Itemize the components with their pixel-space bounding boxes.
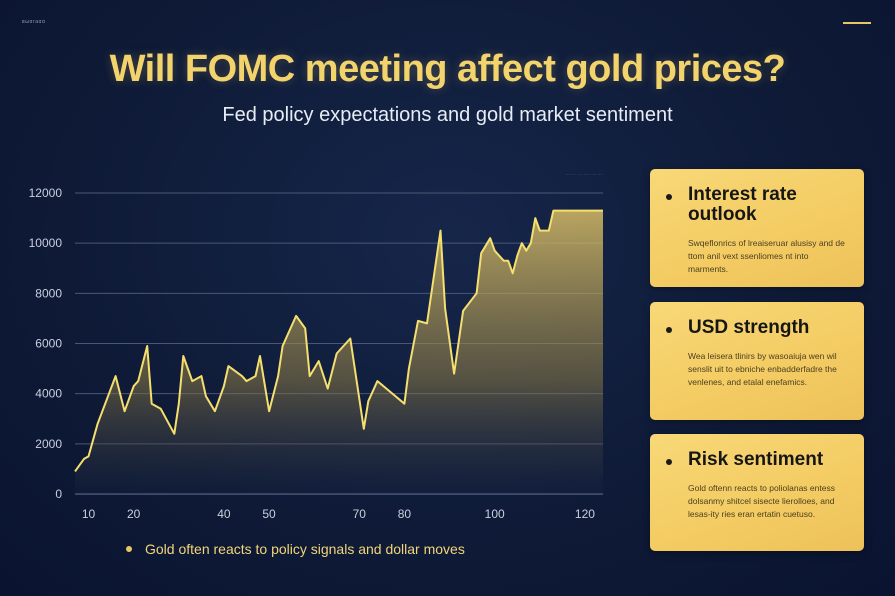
legend-dot-icon [126, 546, 132, 552]
card-title: Risk sentiment [688, 449, 824, 470]
x-tick-label: 120 [575, 507, 595, 521]
series-line [74, 209, 603, 472]
info-card: Interest rate outlook Swqeflonrics of lre… [650, 169, 864, 287]
x-tick-label: 100 [485, 507, 505, 521]
y-tick-label: 10000 [29, 236, 63, 250]
bullet-icon [666, 194, 672, 200]
brand-text: вωαгaαα [22, 19, 46, 25]
x-tick-label: 40 [217, 507, 231, 521]
x-tick-label: 80 [398, 507, 412, 521]
card-title: Interest rate outlook [688, 184, 797, 225]
legend: Gold often reacts to policy signals and … [126, 541, 465, 557]
card-body: Swqeflonrics of lreaiseruar alusisy and … [688, 238, 845, 274]
y-tick-label: 4000 [35, 387, 62, 401]
card-body: Wea leisera tlinirs by wasoaiuja wen wil… [688, 351, 837, 387]
page-title: Will FOMC meeting affect gold prices? [109, 48, 786, 90]
top-accent-line [843, 22, 871, 24]
info-card: Risk sentiment Gold oftenn reacts to poli… [650, 434, 864, 551]
y-tick-label: 6000 [35, 337, 62, 351]
page-subtitle: Fed policy expectations and gold market … [222, 104, 673, 126]
bullet-icon [666, 459, 672, 465]
card-title: USD strength [688, 317, 810, 338]
y-tick-label: 0 [55, 487, 62, 501]
y-tick-label: 2000 [35, 437, 62, 451]
legend-text: Gold often reacts to policy signals and … [145, 541, 465, 557]
bullet-icon [666, 327, 672, 333]
chart-tag: ···· ··· ···· ····· ···· ···· [565, 172, 603, 177]
card-body: Gold oftenn reacts to poliolanas entess … [688, 483, 835, 519]
info-card: USD strength Wea leisera tlinirs by wasoa… [650, 302, 864, 420]
x-tick-label: 20 [127, 507, 141, 521]
x-tick-label: 10 [82, 507, 96, 521]
x-tick-label: 70 [353, 507, 367, 521]
x-tick-label: 50 [262, 507, 276, 521]
y-tick-label: 12000 [29, 186, 63, 200]
y-tick-label: 8000 [35, 286, 62, 300]
